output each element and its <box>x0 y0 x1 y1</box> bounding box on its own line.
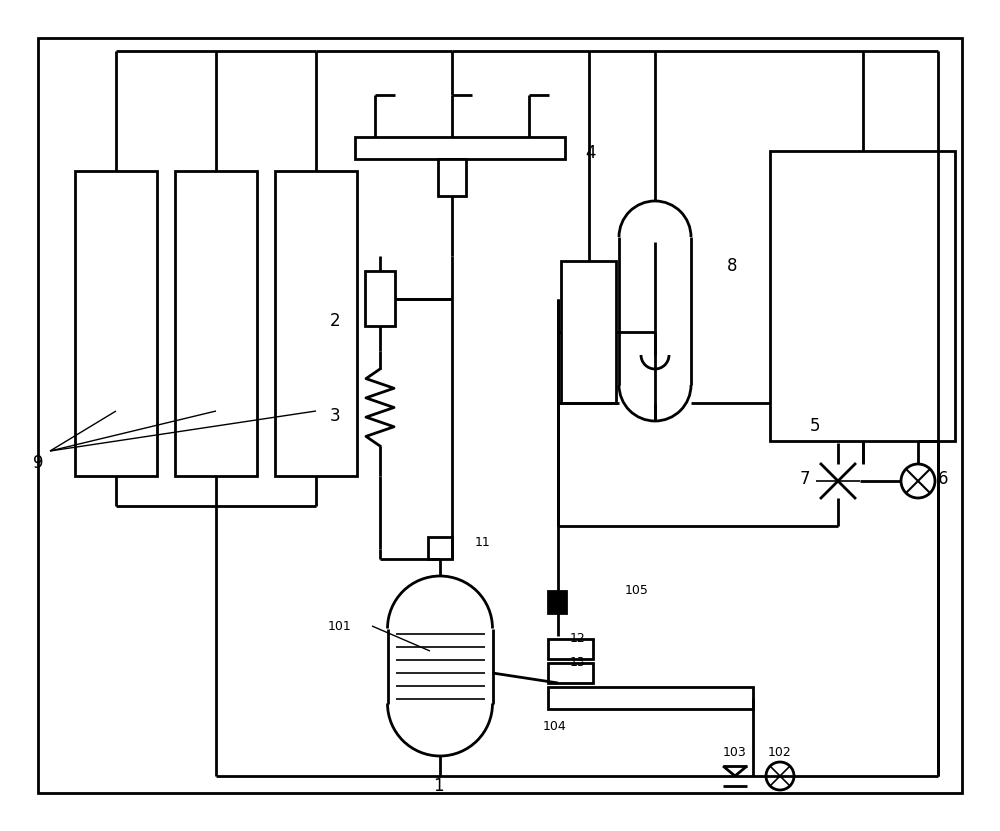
Bar <box>365 271 395 326</box>
Bar <box>75 171 157 476</box>
Bar <box>175 171 257 476</box>
Bar <box>548 639 593 659</box>
Text: 1: 1 <box>433 777 443 795</box>
Bar <box>438 159 466 196</box>
Bar <box>275 171 357 476</box>
Text: 5: 5 <box>810 417 820 435</box>
Text: 3: 3 <box>330 407 340 425</box>
Text: 6: 6 <box>938 470 949 488</box>
Bar <box>355 137 565 159</box>
Text: 104: 104 <box>543 720 567 732</box>
Text: 8: 8 <box>727 257 737 275</box>
Bar <box>548 591 566 613</box>
Text: 102: 102 <box>768 746 792 760</box>
Text: 103: 103 <box>723 746 747 760</box>
Bar <box>548 687 753 709</box>
Circle shape <box>766 762 794 790</box>
Bar <box>548 663 593 683</box>
Text: 101: 101 <box>328 619 352 632</box>
Text: 9: 9 <box>33 454 43 472</box>
Text: 11: 11 <box>475 537 491 549</box>
Text: 12: 12 <box>570 632 586 646</box>
Bar <box>428 537 452 559</box>
Circle shape <box>901 464 935 498</box>
Text: 7: 7 <box>800 470 810 488</box>
Bar <box>770 151 955 441</box>
Text: 4: 4 <box>585 144 595 162</box>
Bar <box>561 261 616 403</box>
Text: 105: 105 <box>625 584 649 597</box>
Text: 13: 13 <box>570 656 586 670</box>
Text: 2: 2 <box>330 312 340 330</box>
